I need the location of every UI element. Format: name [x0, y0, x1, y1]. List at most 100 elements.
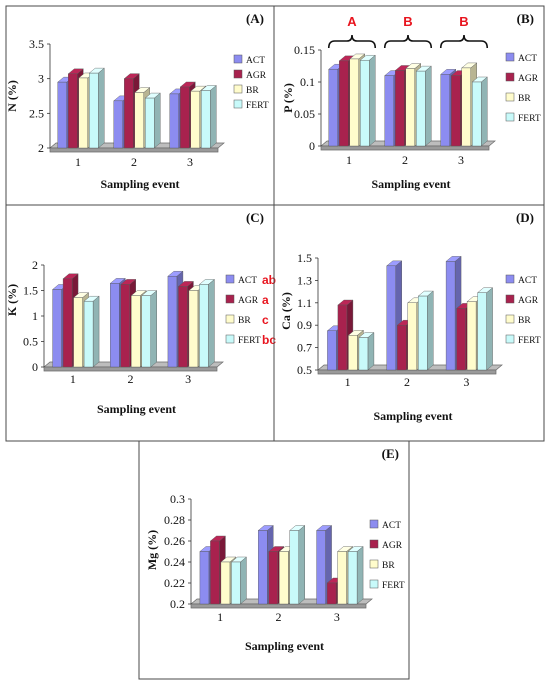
- bar-front: [397, 325, 407, 371]
- bar-front: [326, 582, 337, 605]
- group-annotation-label: B: [403, 14, 412, 29]
- legend-annotation: ab: [262, 273, 276, 287]
- bar-front: [190, 90, 200, 149]
- y-tick-label: 0.2: [170, 597, 185, 611]
- legend-item-fert: FERT: [505, 112, 541, 124]
- y-axis-label: Ca (%): [279, 292, 293, 330]
- panel-d: 0.5 0.7 0.9 1.1 1.3 1.5 1 2 3 ACT AGR BR FERT (D) Ca (…: [273, 204, 545, 442]
- bar-front: [348, 335, 358, 371]
- panel-label: (A): [246, 11, 264, 26]
- x-axis-label: Sampling event: [97, 402, 176, 416]
- y-tick-label: 2.5: [29, 106, 44, 120]
- bar-front: [124, 78, 134, 149]
- x-axis-label: Sampling event: [371, 177, 450, 191]
- bar-side: [367, 332, 375, 371]
- bar-fert-1: [230, 556, 247, 605]
- legend-swatch: [233, 99, 243, 109]
- legend-swatch: [225, 314, 235, 324]
- y-axis-label: K (%): [5, 284, 19, 316]
- y-tick-label: 3: [38, 72, 44, 86]
- bar-front: [466, 301, 477, 371]
- bar-fert-3: [347, 546, 364, 605]
- y-tick-label: 2: [38, 141, 44, 155]
- panel-b: 0 0.05 0.1 0.15 1 2 3 A B B ACT AGR BR FERT (B) P (%) Sa…: [273, 5, 545, 206]
- y-tick-label: 1.5: [23, 284, 38, 298]
- legend-swatch: [369, 519, 379, 529]
- chart-floor-edge: [43, 366, 218, 372]
- x-axis-label: Sampling event: [245, 639, 324, 653]
- bar-front: [327, 330, 337, 371]
- legend-annotation: c: [262, 313, 269, 327]
- x-tick-label: 1: [75, 155, 81, 169]
- bar-front: [472, 81, 482, 147]
- legend-item-fert: FERT: [369, 579, 405, 591]
- group-brace: [327, 34, 377, 49]
- y-axis-label: Mg (%): [145, 530, 159, 570]
- legend-item-agr: AGR: [233, 69, 267, 81]
- group-brace: [439, 34, 489, 49]
- x-tick-label: 1: [70, 372, 76, 386]
- y-tick-label: 0.1: [300, 75, 315, 89]
- y-axis-label: N (%): [5, 80, 19, 112]
- bar-side: [98, 67, 105, 149]
- bar-front: [289, 530, 299, 605]
- chart-floor-edge: [317, 369, 497, 375]
- bar-front: [180, 86, 190, 149]
- bar-front: [89, 72, 99, 149]
- legend-label: BR: [246, 86, 259, 96]
- legend-item-agr: AGR: [369, 539, 403, 551]
- bar-front: [199, 551, 210, 605]
- legend-item-act: ACT: [369, 519, 401, 531]
- bar-front: [440, 74, 450, 147]
- bar-fert-2: [417, 290, 434, 371]
- bar-front: [169, 93, 179, 149]
- x-tick-label: 1: [217, 610, 223, 624]
- legend-item-br: BR c: [225, 313, 269, 327]
- y-tick-label: 1.1: [297, 296, 312, 310]
- legend-label: AGR: [518, 74, 539, 84]
- y-tick-label: 0.05: [294, 107, 315, 121]
- panel-a: 2 2.5 3 3.5 1 2 3 ACT AGR BR FERT (A) N (%) Sampling …: [5, 5, 275, 206]
- legend-item-act: ACT: [233, 54, 265, 66]
- bar-front: [68, 73, 78, 149]
- legend-label: BR: [238, 316, 251, 326]
- legend-label: AGR: [238, 296, 259, 306]
- bar-side: [481, 76, 488, 147]
- legend-label: BR: [518, 94, 531, 104]
- legend-item-agr: AGR: [505, 72, 539, 84]
- bar-front: [231, 561, 241, 605]
- y-tick-label: 3.5: [29, 37, 44, 51]
- y-tick-label: 0: [32, 360, 38, 374]
- bar-front: [113, 100, 123, 149]
- bar-fert-3: [477, 287, 494, 371]
- bar-fert-2: [144, 92, 161, 149]
- bar-front: [258, 530, 268, 605]
- bar-front: [220, 561, 231, 605]
- bar-side: [240, 556, 247, 605]
- panel-label: (E): [382, 446, 399, 461]
- x-tick-label: 2: [276, 610, 282, 624]
- legend-swatch: [505, 314, 515, 324]
- legend-annotation: a: [262, 293, 269, 307]
- panel-label: (D): [516, 210, 534, 225]
- bar-front: [52, 289, 62, 368]
- y-tick-label: 1: [32, 309, 38, 323]
- bar-fert-3: [200, 85, 217, 149]
- bar-front: [384, 75, 394, 147]
- legend-label: FERT: [382, 581, 405, 591]
- legend-label: BR: [518, 316, 531, 326]
- bar-side: [150, 290, 157, 368]
- bar-fert-2: [415, 65, 432, 147]
- chart-floor-edge: [320, 145, 490, 151]
- bar-side: [92, 295, 100, 368]
- x-tick-label: 2: [402, 153, 408, 167]
- bar-front: [210, 540, 220, 605]
- legend-swatch: [233, 54, 243, 64]
- legend-label: ACT: [518, 276, 537, 286]
- legend-item-br: BR: [233, 84, 259, 96]
- bar-fert-1: [358, 332, 375, 371]
- bar-front: [349, 58, 359, 147]
- legend-swatch: [369, 579, 379, 589]
